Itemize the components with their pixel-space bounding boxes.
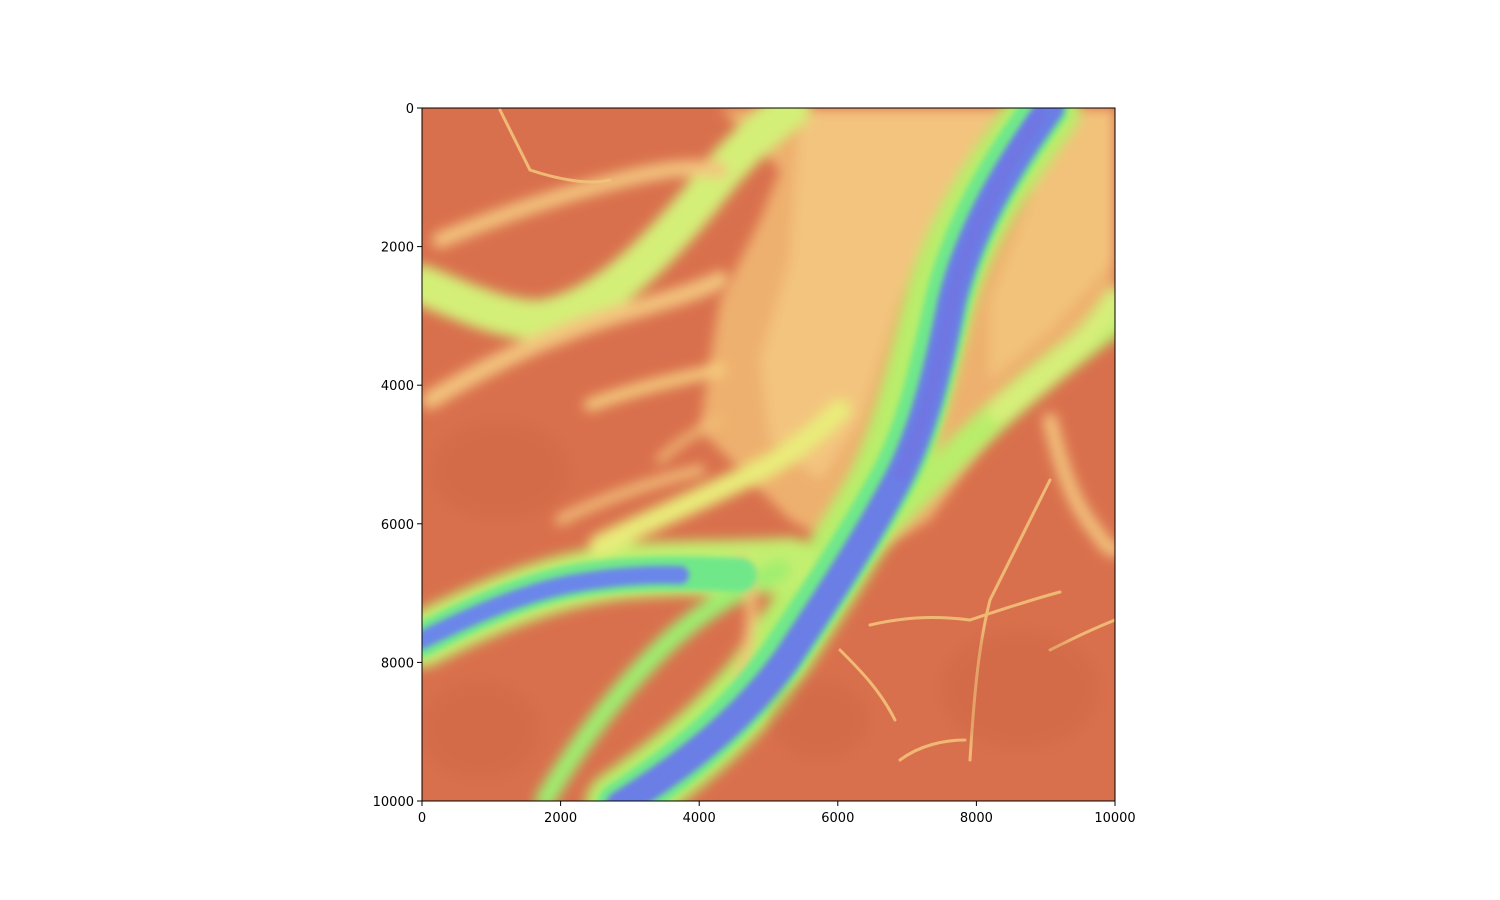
terrain-texture	[422, 420, 1100, 780]
y-tick-label: 10000	[373, 795, 414, 810]
y-tick-label: 6000	[381, 518, 414, 533]
x-tick-label: 6000	[821, 811, 854, 826]
plot-frame	[421, 107, 1116, 802]
x-tick-label: 10000	[1094, 811, 1135, 826]
y-tick-label: 8000	[381, 656, 414, 671]
x-tick-label: 8000	[960, 811, 993, 826]
x-tick-label: 4000	[683, 811, 716, 826]
west-distributary-channel	[422, 565, 689, 649]
x-tick-label: 0	[418, 811, 426, 826]
x-axis: 0 2000 4000 6000 8000 10000	[418, 801, 1136, 826]
channel-thalweg	[894, 109, 1046, 481]
y-tick-label: 4000	[381, 379, 414, 394]
x-tick-label: 2000	[544, 811, 577, 826]
y-axis: 0 2000 4000 6000 8000 10000	[373, 102, 422, 810]
map-image	[422, 108, 1115, 801]
y-tick-label: 2000	[381, 241, 414, 256]
y-tick-label: 0	[406, 102, 414, 117]
